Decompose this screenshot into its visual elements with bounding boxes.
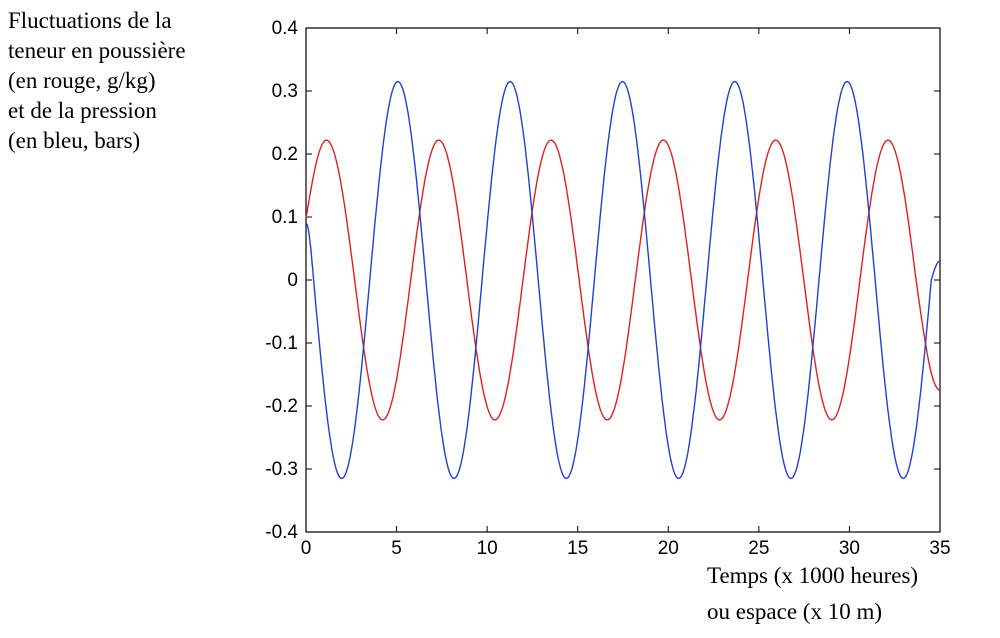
- series-line-1: [305, 80, 940, 480]
- x-tick-label: 0: [301, 538, 312, 559]
- y-axis-label-line: (en bleu, bars): [8, 128, 141, 153]
- y-tick-label: -0.4: [265, 522, 298, 543]
- y-tick-label: 0.4: [272, 18, 299, 39]
- x-tick-label: 25: [748, 538, 769, 559]
- y-axis-label-line: teneur en poussière: [8, 38, 186, 63]
- x-tick-label: 10: [477, 538, 498, 559]
- y-axis-label-line: (en rouge, g/kg): [8, 68, 156, 93]
- y-tick-label: 0.2: [272, 144, 298, 165]
- y-tick-label: 0.1: [272, 207, 298, 228]
- y-tick-label: 0.3: [272, 81, 298, 102]
- x-tick-label: 5: [391, 538, 402, 559]
- x-axis-label: Temps (x 1000 heures) ou espace (x 10 m): [707, 558, 918, 630]
- x-tick-label: 35: [929, 538, 950, 559]
- y-axis-label-line: et de la pression: [8, 98, 157, 123]
- x-tick-label: 30: [839, 538, 860, 559]
- y-tick-label: -0.2: [265, 396, 298, 417]
- y-axis-label: Fluctuations de la teneur en poussière (…: [8, 6, 186, 156]
- y-tick-label: -0.1: [265, 333, 298, 354]
- x-tick-label: 20: [658, 538, 679, 559]
- y-tick-label: -0.3: [265, 459, 298, 480]
- x-axis-label-line: ou espace (x 10 m): [707, 599, 882, 624]
- y-axis-label-line: Fluctuations de la: [8, 8, 172, 33]
- x-tick-label: 15: [567, 538, 588, 559]
- x-axis-label-line: Temps (x 1000 heures): [707, 563, 919, 588]
- series-line-0: [305, 139, 941, 421]
- plot-area-frame: [305, 27, 941, 533]
- y-tick-label: 0: [287, 270, 298, 291]
